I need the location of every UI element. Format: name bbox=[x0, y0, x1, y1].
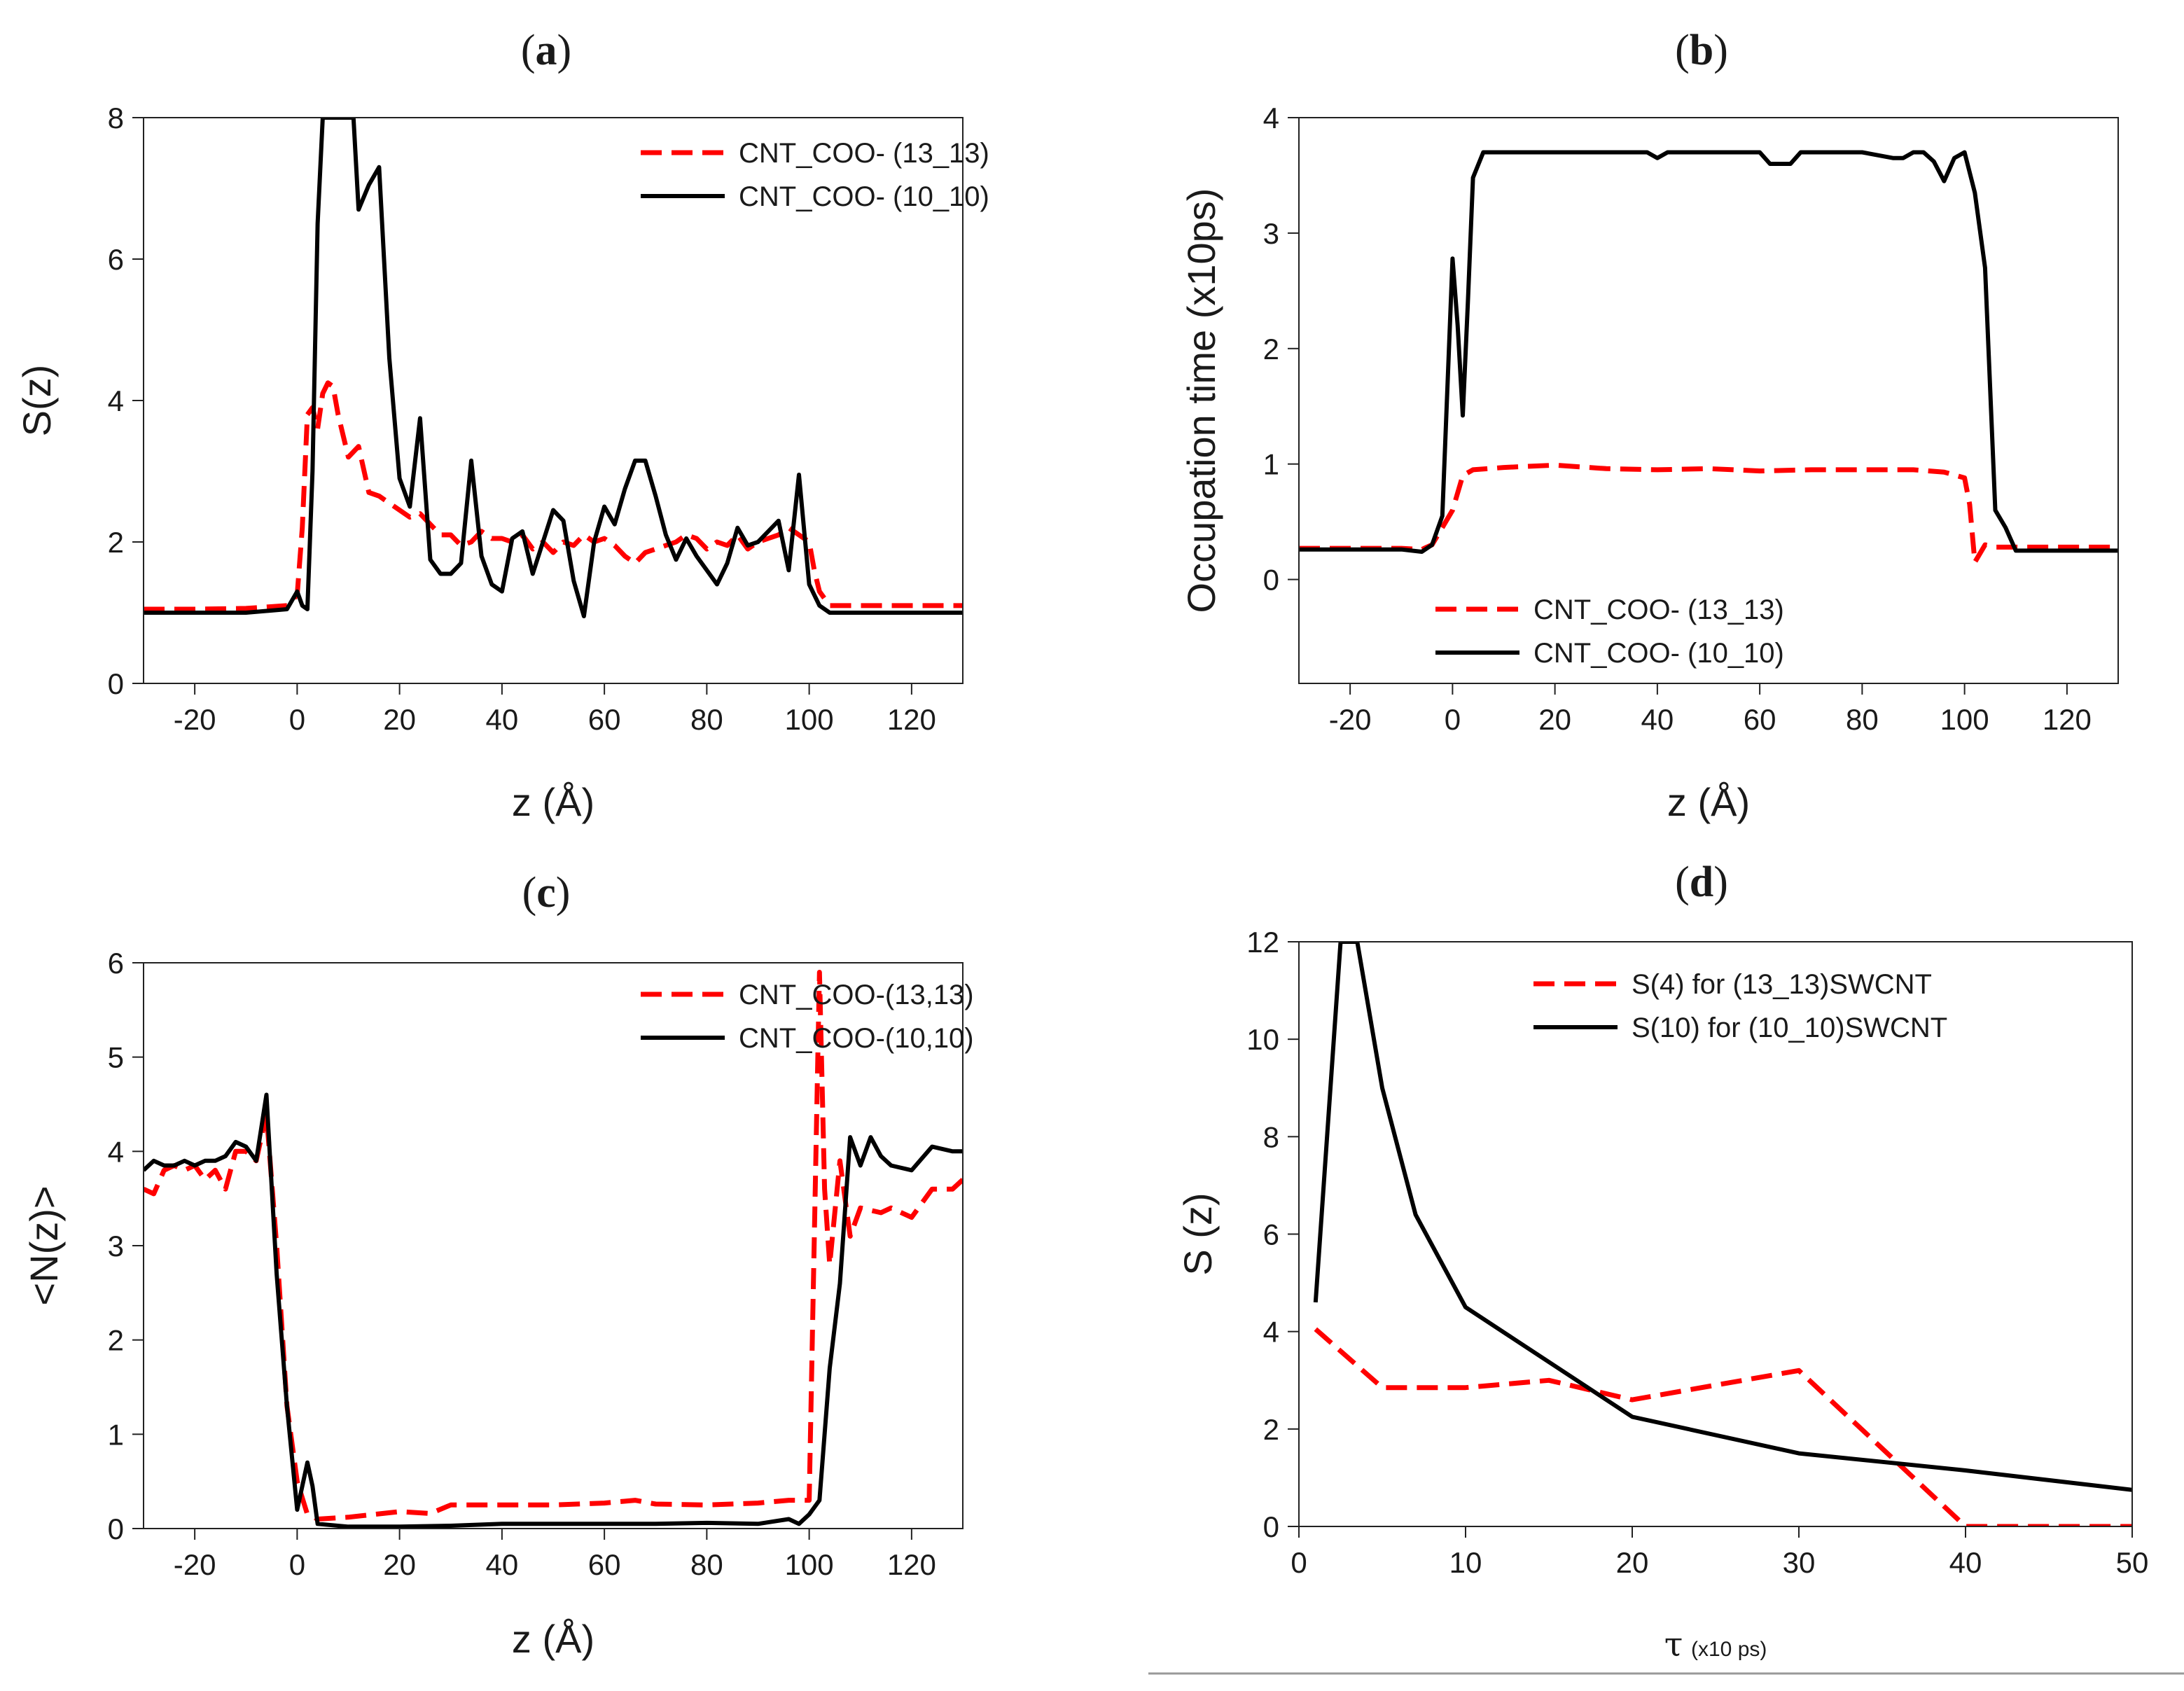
x-tick-label-c-6: 100 bbox=[785, 1548, 834, 1581]
x-axis-unit-d: (x10 ps) bbox=[1691, 1638, 1767, 1661]
plot-frame-b bbox=[1298, 117, 2119, 684]
x-axis-title-c: z (Å) bbox=[512, 1617, 594, 1661]
x-tick-label-b-6: 100 bbox=[1940, 703, 1989, 736]
legend-label-c-0: CNT_COO-(13,13) bbox=[739, 980, 974, 1010]
y-tick-label-d-5: 10 bbox=[1246, 1023, 1279, 1056]
chart-panel-a: (a) -20 0 20 40 60 80 100 120 0 2 4 6 8 z (Å) S(z) CNT_C… bbox=[15, 27, 989, 824]
y-tick-label-a-4: 8 bbox=[108, 102, 124, 134]
panel-label-a: (a) bbox=[521, 27, 571, 74]
y-tick-label-c-2: 2 bbox=[108, 1324, 124, 1357]
y-tick-label-a-1: 2 bbox=[108, 526, 124, 559]
series-line-a-1 bbox=[144, 118, 963, 618]
y-tick-label-c-0: 0 bbox=[108, 1512, 124, 1545]
x-tick-label-d-3: 30 bbox=[1783, 1546, 1816, 1579]
y-tick-label-d-2: 4 bbox=[1263, 1316, 1279, 1349]
x-tick-label-a-2: 20 bbox=[383, 703, 416, 736]
y-tick-label-d-1: 2 bbox=[1263, 1413, 1279, 1446]
x-tick-label-b-4: 60 bbox=[1744, 703, 1776, 736]
chart-panel-d: (d) 0 10 20 30 40 50 0 2 4 6 8 10 12 τ (x10 ps) S (z) S(4… bbox=[1176, 858, 2148, 1664]
series-line-c-1 bbox=[144, 1092, 963, 1529]
x-axis-title-a: z (Å) bbox=[512, 780, 594, 824]
x-tick-label-d-5: 50 bbox=[2116, 1546, 2149, 1579]
y-tick-label-c-6: 6 bbox=[108, 947, 124, 980]
series-line-d-1 bbox=[1313, 942, 2132, 1492]
x-tick-label-c-1: 0 bbox=[289, 1548, 305, 1581]
x-tick-label-c-3: 40 bbox=[486, 1548, 519, 1581]
x-tick-label-b-5: 80 bbox=[1846, 703, 1879, 736]
series-line-a-0 bbox=[144, 380, 963, 612]
x-tick-label-a-7: 120 bbox=[887, 703, 936, 736]
x-tick-label-b-2: 20 bbox=[1538, 703, 1571, 736]
chart-panel-b: (b) -20 0 20 40 60 80 100 120 0 1 2 3 4 z (Å) Occupatio… bbox=[1179, 27, 2119, 824]
y-axis-title-b: Occupation time (x10ps) bbox=[1179, 188, 1223, 613]
y-tick-label-c-5: 5 bbox=[108, 1041, 124, 1074]
x-tick-label-c-0: -20 bbox=[174, 1548, 216, 1581]
y-tick-label-c-4: 4 bbox=[108, 1135, 124, 1168]
panel-label-c: (c) bbox=[522, 869, 571, 917]
legend-label-a-1: CNT_COO- (10_10) bbox=[739, 181, 989, 212]
x-tick-label-d-4: 40 bbox=[1949, 1546, 1982, 1579]
series-line-d-0 bbox=[1314, 1327, 2132, 1526]
legend-label-d-1: S(10) for (10_10)SWCNT bbox=[1632, 1012, 1947, 1043]
y-tick-label-b-2: 2 bbox=[1263, 333, 1279, 366]
y-tick-label-c-3: 3 bbox=[108, 1230, 124, 1262]
y-tick-label-d-4: 8 bbox=[1263, 1120, 1279, 1153]
y-axis-title-a: S(z) bbox=[15, 365, 59, 437]
x-tick-label-b-3: 40 bbox=[1641, 703, 1674, 736]
x-axis-title-d: τ bbox=[1664, 1625, 1683, 1664]
x-tick-label-b-7: 120 bbox=[2043, 703, 2092, 736]
x-tick-label-b-0: -20 bbox=[1329, 703, 1372, 736]
chart-panel-c: (c) -20 0 20 40 60 80 100 120 0 1 2 3 4 5 6 z (Å) <N(z)> C… bbox=[22, 869, 974, 1661]
y-tick-label-a-0: 0 bbox=[108, 667, 124, 700]
x-tick-label-d-1: 10 bbox=[1449, 1546, 1482, 1579]
x-tick-label-a-1: 0 bbox=[289, 703, 305, 736]
y-tick-label-c-1: 1 bbox=[108, 1418, 124, 1451]
series-line-c-0 bbox=[144, 970, 963, 1522]
x-tick-label-c-7: 120 bbox=[887, 1548, 936, 1581]
y-tick-label-b-4: 4 bbox=[1263, 102, 1279, 134]
panel-label-b: (b) bbox=[1675, 27, 1728, 74]
x-tick-label-a-4: 60 bbox=[588, 703, 621, 736]
legend-label-a-0: CNT_COO- (13_13) bbox=[739, 138, 989, 169]
y-axis-title-d: S (z) bbox=[1176, 1192, 1220, 1275]
y-tick-label-a-2: 4 bbox=[108, 384, 124, 417]
x-tick-label-c-5: 80 bbox=[690, 1548, 723, 1581]
y-tick-label-b-0: 0 bbox=[1263, 564, 1279, 597]
panel-label-d: (d) bbox=[1675, 858, 1728, 906]
x-tick-label-c-2: 20 bbox=[383, 1548, 416, 1581]
legend-label-b-0: CNT_COO- (13_13) bbox=[1533, 594, 1784, 625]
y-tick-label-b-3: 3 bbox=[1263, 217, 1279, 250]
legend-label-d-0: S(4) for (13_13)SWCNT bbox=[1632, 969, 1932, 1000]
y-tick-label-d-0: 0 bbox=[1263, 1510, 1279, 1543]
x-tick-label-a-3: 40 bbox=[486, 703, 519, 736]
x-tick-label-b-1: 0 bbox=[1445, 703, 1461, 736]
x-tick-label-a-5: 80 bbox=[690, 703, 723, 736]
x-tick-label-d-0: 0 bbox=[1291, 1546, 1307, 1579]
x-axis-title-b: z (Å) bbox=[1667, 780, 1750, 824]
y-axis-title-c: <N(z)> bbox=[22, 1185, 66, 1305]
x-tick-label-c-4: 60 bbox=[588, 1548, 621, 1581]
y-tick-label-a-3: 6 bbox=[108, 243, 124, 276]
y-tick-label-b-1: 1 bbox=[1263, 448, 1279, 481]
legend-label-b-1: CNT_COO- (10_10) bbox=[1533, 638, 1784, 669]
x-tick-label-d-2: 20 bbox=[1616, 1546, 1649, 1579]
x-tick-label-a-6: 100 bbox=[785, 703, 834, 736]
legend-label-c-1: CNT_COO-(10,10) bbox=[739, 1023, 974, 1054]
y-tick-label-d-6: 12 bbox=[1246, 926, 1279, 959]
series-line-b-1 bbox=[1299, 150, 2118, 554]
x-tick-label-a-0: -20 bbox=[174, 703, 216, 736]
y-tick-label-d-3: 6 bbox=[1263, 1218, 1279, 1251]
